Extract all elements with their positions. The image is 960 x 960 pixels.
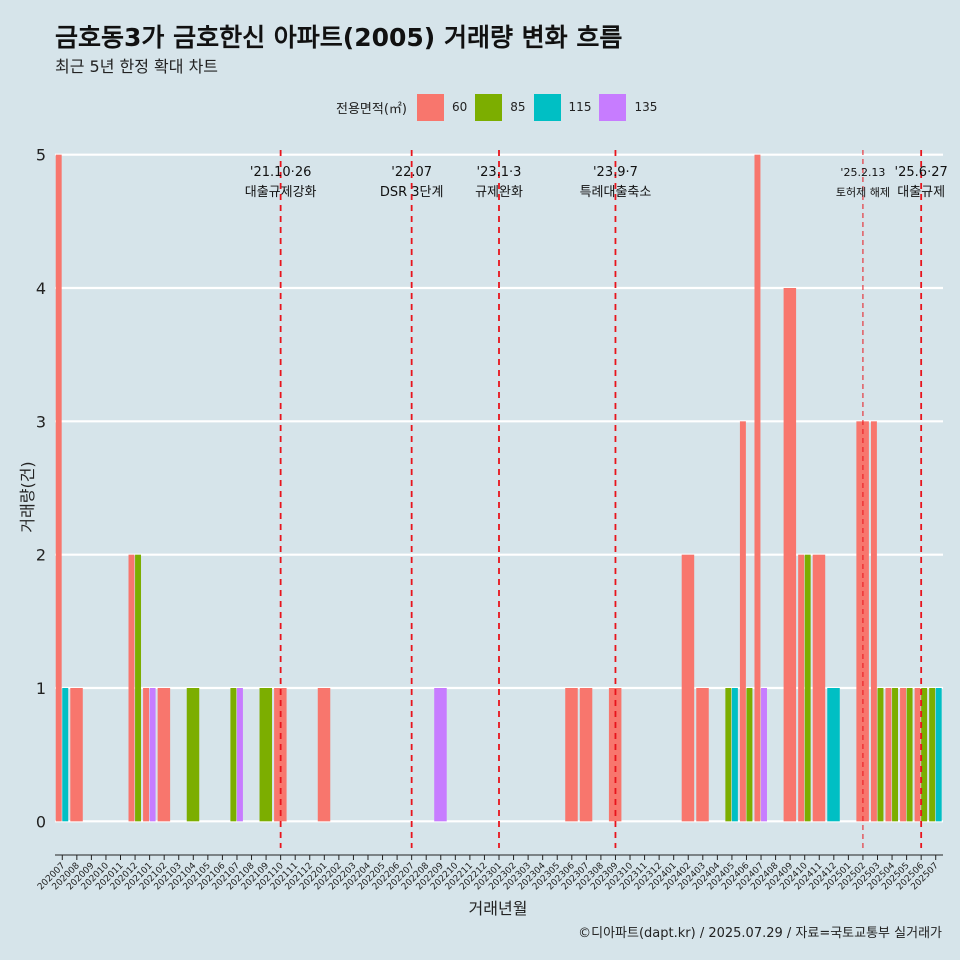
bar-85-202405 xyxy=(725,688,732,822)
legend-swatch xyxy=(416,93,444,121)
bar-60-202307 xyxy=(579,688,593,822)
bar-60-202008 xyxy=(70,688,83,822)
legend-label: 60 xyxy=(451,100,468,114)
bar-60-202410 xyxy=(798,554,805,822)
bar-60-202407 xyxy=(754,154,761,822)
y-tick-label: 2 xyxy=(36,546,46,565)
bar-60-202110 xyxy=(274,688,287,822)
legend-label: 135 xyxy=(634,100,658,114)
bar-60-202403 xyxy=(696,688,709,822)
y-tick-label: 3 xyxy=(36,412,46,431)
event-desc-label: 규제완화 xyxy=(475,185,523,200)
bar-60-202007 xyxy=(55,154,62,822)
y-tick-label: 0 xyxy=(36,812,46,831)
x-axis-title: 거래년월 xyxy=(469,899,528,918)
event-date-label: '21.10·26 xyxy=(250,165,311,180)
bar-85-202507 xyxy=(929,688,936,822)
bar-60-202409 xyxy=(783,288,797,822)
legend: 전용면적(㎡) 60 85 115 135 xyxy=(336,93,665,121)
legend-swatch xyxy=(533,93,561,121)
bar-60-202411 xyxy=(812,554,826,822)
legend-item-60: 60 xyxy=(416,93,468,121)
bar-85-202505 xyxy=(906,688,913,822)
bar-60-202506 xyxy=(914,688,921,822)
legend-item-115: 115 xyxy=(533,93,592,121)
bar-115-202007 xyxy=(62,688,69,822)
legend-swatch xyxy=(599,93,627,121)
legend-title: 전용면적(㎡) xyxy=(336,101,407,117)
event-date-label: '25.6·27 xyxy=(895,165,948,180)
bar-85-202104 xyxy=(186,688,200,822)
legend-item-135: 135 xyxy=(599,93,658,121)
legend-item-85: 85 xyxy=(475,93,526,121)
bar-60-202201 xyxy=(317,688,331,822)
y-axis-title: 거래량(건) xyxy=(18,461,37,532)
bar-85-202109 xyxy=(259,688,273,822)
bar-60-202505 xyxy=(900,688,907,822)
bar-85-202012 xyxy=(135,554,142,822)
event-desc-label: 토허제 해제 xyxy=(836,185,890,199)
bar-60-202101 xyxy=(143,688,150,822)
event-desc-label: 대출규제 xyxy=(897,185,945,200)
bar-135-202107 xyxy=(236,688,243,822)
y-tick-label: 4 xyxy=(36,279,46,298)
bar-60-202102 xyxy=(157,688,171,822)
event-desc-label: DSR 3단계 xyxy=(380,185,444,200)
bar-85-202504 xyxy=(892,688,898,822)
chart-subtitle: 최근 5년 한정 확대 차트 xyxy=(55,57,219,76)
bar-60-202406 xyxy=(739,421,746,822)
chart-title: 금호동3가 금호한신 아파트(2005) 거래량 변화 흐름 xyxy=(55,23,623,52)
bar-60-202503 xyxy=(870,421,877,822)
bar-115-202412 xyxy=(827,688,840,822)
bar-85-202506 xyxy=(921,688,928,822)
bar-60-202504 xyxy=(885,688,892,822)
source-caption: ©디아파트(dapt.kr) / 2025.07.29 / 자료=국토교통부 실… xyxy=(578,926,942,941)
bar-85-202503 xyxy=(877,688,884,822)
bar-85-202406 xyxy=(746,688,753,822)
event-date-label: '25.2.13 xyxy=(840,166,885,179)
event-date-label: '23.9·7 xyxy=(593,165,638,180)
bar-115-202507 xyxy=(935,688,942,822)
event-date-label: '22.07 xyxy=(391,165,432,180)
y-tick-label: 5 xyxy=(36,146,46,165)
event-desc-label: 특례대출축소 xyxy=(580,185,652,200)
bar-135-202407 xyxy=(761,688,767,822)
bar-115-202405 xyxy=(731,688,738,822)
bar-60-202306 xyxy=(565,688,578,822)
legend-label: 85 xyxy=(510,100,526,114)
bar-135-202101 xyxy=(149,688,156,822)
y-tick-label: 1 xyxy=(36,679,46,698)
legend-swatch xyxy=(475,93,503,121)
bar-135-202209 xyxy=(434,688,447,822)
bar-85-202410 xyxy=(804,554,811,822)
event-desc-label: 대출규제강화 xyxy=(245,185,317,200)
bar-60-202309 xyxy=(608,688,622,822)
bar-60-202402 xyxy=(681,554,695,822)
bar-85-202107 xyxy=(230,688,237,822)
event-date-label: '23.1·3 xyxy=(477,165,522,180)
legend-label: 115 xyxy=(568,100,592,114)
bar-60-202012 xyxy=(128,554,135,822)
